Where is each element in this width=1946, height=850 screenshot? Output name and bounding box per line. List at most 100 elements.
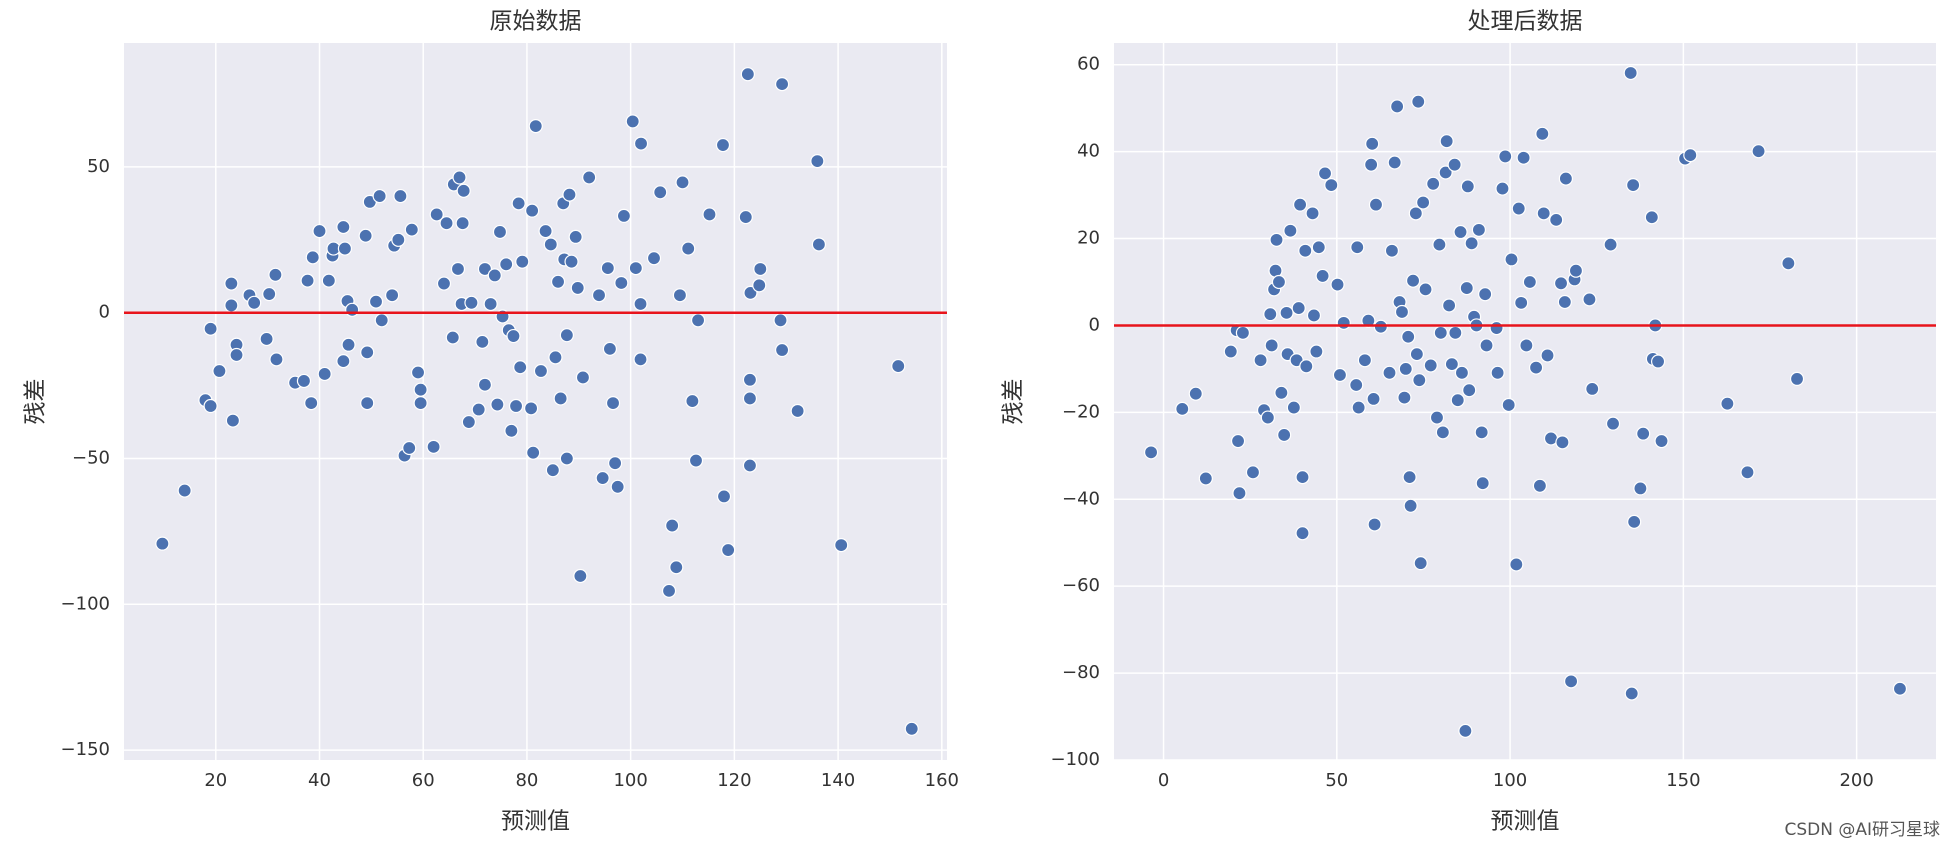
- point: [490, 397, 505, 412]
- x-tick-label: 150: [1666, 770, 1700, 791]
- y-axis-label: 残差: [23, 379, 49, 425]
- point: [1336, 315, 1351, 330]
- point: [471, 402, 486, 417]
- y-tick-label: 0: [1089, 314, 1100, 335]
- point: [225, 413, 241, 428]
- point: [1429, 410, 1445, 425]
- point: [1540, 348, 1555, 363]
- point: [177, 483, 192, 498]
- point: [1454, 365, 1470, 380]
- point: [716, 489, 732, 504]
- point: [436, 276, 452, 291]
- point: [452, 170, 467, 185]
- point: [368, 294, 384, 309]
- point: [653, 185, 668, 200]
- point: [1535, 126, 1550, 141]
- point: [690, 313, 706, 328]
- point: [1409, 347, 1424, 362]
- point: [410, 365, 426, 380]
- watermark: CSDN @AI研习星球: [1784, 820, 1940, 840]
- point: [1460, 179, 1475, 194]
- point: [1720, 396, 1735, 411]
- point: [1426, 176, 1441, 191]
- y-tick-label: 20: [1077, 228, 1100, 249]
- point: [1306, 308, 1322, 323]
- point: [439, 216, 454, 231]
- point: [268, 267, 283, 282]
- point: [575, 370, 591, 385]
- point: [374, 313, 389, 328]
- point: [602, 341, 618, 356]
- point: [904, 721, 919, 736]
- point: [1432, 237, 1447, 252]
- x-axis-label: 预测值: [501, 809, 570, 835]
- point: [305, 250, 320, 265]
- point: [1295, 470, 1310, 485]
- point: [413, 382, 428, 397]
- point: [426, 439, 441, 454]
- x-tick-label: 200: [1839, 770, 1873, 791]
- point: [1271, 274, 1287, 290]
- point: [1501, 397, 1516, 413]
- point: [553, 391, 568, 406]
- point: [341, 337, 356, 352]
- point: [559, 451, 574, 466]
- point: [1624, 686, 1639, 701]
- point: [360, 396, 375, 411]
- point: [1563, 674, 1579, 689]
- point: [212, 363, 227, 379]
- point: [675, 175, 690, 190]
- point: [742, 458, 758, 473]
- point: [1447, 157, 1462, 172]
- point: [259, 331, 274, 347]
- point: [1408, 206, 1423, 221]
- point: [1368, 197, 1384, 212]
- point: [1459, 280, 1474, 296]
- point: [1683, 148, 1698, 163]
- point: [1553, 276, 1569, 291]
- point: [633, 136, 649, 151]
- point: [1283, 223, 1298, 238]
- point: [508, 398, 524, 414]
- point: [1439, 134, 1454, 149]
- point: [628, 261, 643, 276]
- point: [358, 228, 373, 243]
- x-tick-label: 40: [308, 770, 331, 791]
- point: [665, 518, 680, 533]
- plot-area: [124, 43, 947, 760]
- point: [1654, 433, 1669, 449]
- point: [404, 222, 419, 237]
- y-tick-label: −20: [1062, 401, 1100, 422]
- x-tick-label: 50: [1325, 770, 1348, 791]
- point: [1435, 425, 1450, 440]
- point: [605, 396, 621, 411]
- point: [564, 254, 579, 269]
- point: [1504, 252, 1519, 267]
- point: [1245, 465, 1261, 480]
- point: [1398, 361, 1413, 377]
- point: [483, 296, 498, 312]
- y-tick-label: −40: [1062, 488, 1100, 509]
- point: [262, 286, 277, 302]
- point: [1286, 400, 1301, 415]
- point: [1315, 268, 1330, 284]
- point: [450, 261, 466, 277]
- point: [247, 295, 262, 310]
- point: [1789, 371, 1805, 387]
- point: [1479, 338, 1494, 353]
- point: [773, 313, 788, 328]
- point: [312, 223, 327, 239]
- point: [506, 328, 521, 344]
- point: [568, 229, 583, 245]
- point: [1230, 433, 1246, 449]
- point: [1474, 425, 1489, 440]
- point: [1413, 556, 1428, 571]
- point: [811, 237, 827, 252]
- point: [1478, 287, 1493, 302]
- point: [570, 280, 585, 296]
- point: [688, 453, 704, 468]
- point: [834, 538, 849, 553]
- point: [1305, 206, 1320, 221]
- point: [1309, 344, 1324, 359]
- point: [229, 347, 244, 363]
